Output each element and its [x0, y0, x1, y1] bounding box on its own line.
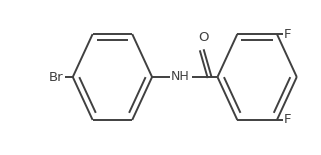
Text: O: O [198, 31, 209, 44]
Text: F: F [284, 28, 291, 41]
Text: F: F [284, 113, 291, 126]
Text: NH: NH [170, 69, 189, 82]
Text: Br: Br [49, 71, 64, 84]
